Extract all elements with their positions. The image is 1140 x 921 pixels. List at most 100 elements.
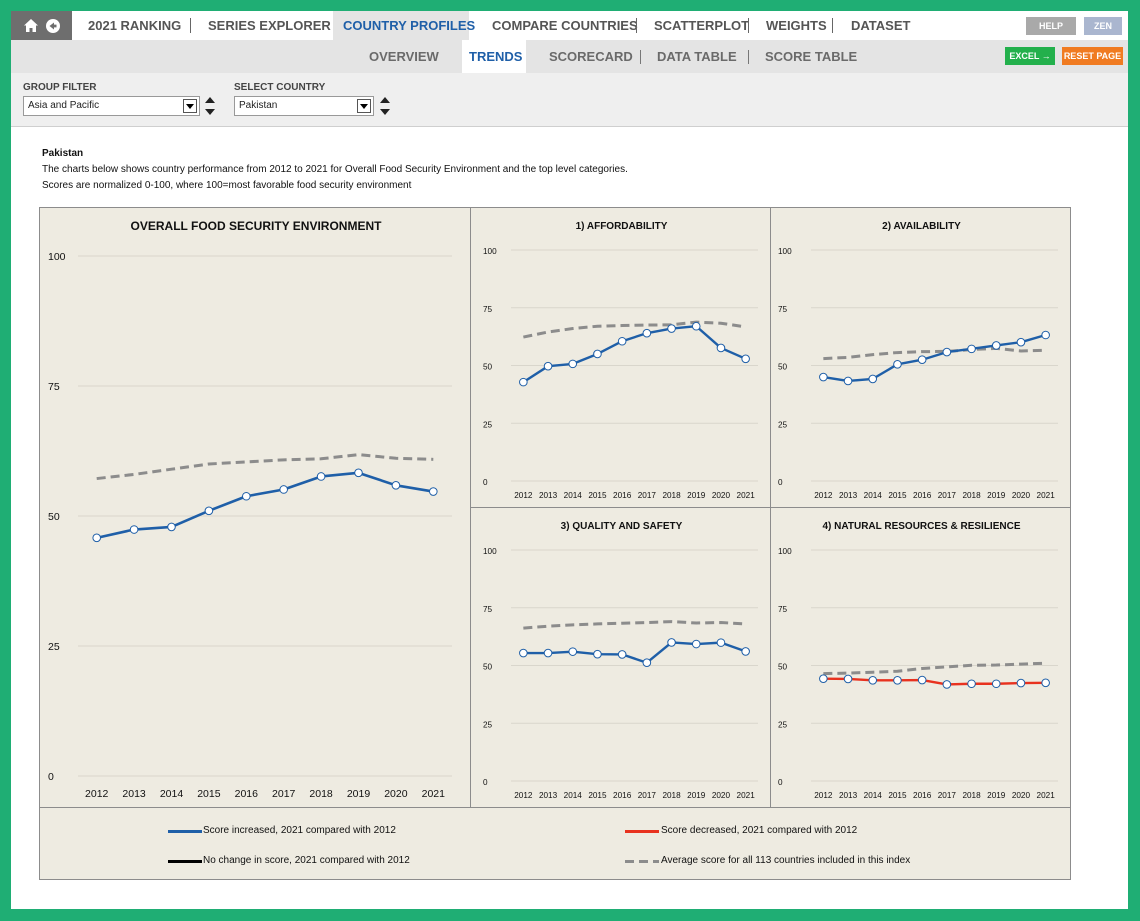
nav-compare-countries[interactable]: COMPARE COUNTRIES: [492, 18, 638, 33]
x-tick-label: 2021: [422, 788, 446, 800]
data-point: [716, 638, 726, 647]
dropdown-arrow-icon[interactable]: [183, 99, 197, 113]
y-tick-label: 50: [483, 363, 493, 372]
y-tick-label: 0: [483, 478, 488, 487]
spin-up-icon[interactable]: [380, 97, 390, 103]
reset-page-button[interactable]: RESET PAGE: [1062, 47, 1123, 65]
help-button[interactable]: HELP: [1026, 17, 1076, 35]
chart-legend: Score increased, 2021 compared with 2012…: [39, 807, 1071, 880]
data-point: [917, 355, 927, 365]
back-arrow-icon[interactable]: [45, 18, 61, 34]
x-tick-label: 2012: [814, 791, 833, 800]
group-spinner[interactable]: [205, 96, 215, 118]
y-tick-label: 75: [483, 605, 493, 614]
country-select[interactable]: Pakistan: [234, 96, 374, 116]
x-tick-label: 2015: [888, 491, 907, 500]
x-tick-label: 2018: [662, 491, 681, 500]
data-point: [843, 674, 853, 684]
average-series-line: [823, 346, 1046, 361]
nav-series-explorer[interactable]: SERIES EXPLORER: [208, 18, 331, 33]
data-point: [967, 344, 976, 354]
y-tick-label: 100: [483, 547, 497, 556]
chart-overall: OVERALL FOOD SECURITY ENVIRONMENT 0 25 50 75…: [39, 207, 471, 808]
x-tick-label: 2021: [1037, 491, 1056, 500]
tab-score-table[interactable]: SCORE TABLE: [765, 49, 858, 64]
home-icon[interactable]: [23, 18, 39, 33]
data-point: [568, 647, 578, 656]
chart-title: 4) NATURAL RESOURCES & RESILIENCE: [823, 521, 1021, 532]
x-tick-label: 2013: [839, 491, 858, 500]
x-tick-label: 2012: [85, 788, 109, 800]
data-point: [868, 374, 878, 384]
x-tick-label: 2018: [309, 788, 333, 800]
nav-country-profiles[interactable]: COUNTRY PROFILES: [343, 18, 476, 33]
tab-data-table[interactable]: DATA TABLE: [657, 49, 737, 64]
chart-natural-resources: 4) NATURAL RESOURCES & RESILIENCE 0 25 50 75…: [770, 507, 1071, 808]
x-tick-label: 2015: [197, 788, 221, 800]
x-tick-label: 2020: [712, 491, 731, 500]
x-tick-label: 2019: [987, 791, 1006, 800]
data-point: [593, 349, 602, 359]
x-tick-label: 2021: [737, 791, 756, 800]
nav-weights[interactable]: WEIGHTS: [766, 18, 827, 33]
chart-area: OVERALL FOOD SECURITY ENVIRONMENT 0 25 50 75…: [39, 207, 1071, 880]
chart-title: 1) AFFORDABILITY: [576, 221, 668, 232]
spin-up-icon[interactable]: [205, 97, 215, 103]
data-point: [843, 376, 853, 386]
group-filter-value: Asia and Pacific: [28, 100, 100, 111]
average-series-line: [823, 661, 1046, 676]
country-spinner[interactable]: [380, 96, 390, 118]
x-tick-label: 2014: [864, 491, 883, 500]
y-tick-label: 50: [778, 363, 788, 372]
subnav-divider: [748, 50, 749, 64]
legend-nochange-swatch: [168, 860, 202, 863]
data-point: [204, 506, 214, 516]
average-series-line: [523, 320, 746, 339]
x-tick-label: 2020: [1012, 791, 1031, 800]
x-tick-label: 2018: [962, 791, 981, 800]
chart-affordability: 1) AFFORDABILITY 0 25 50 75 100 2012 2013 2014 20…: [470, 207, 771, 508]
data-point: [391, 481, 401, 490]
spin-down-icon[interactable]: [205, 109, 215, 115]
data-point: [991, 679, 1001, 689]
data-point: [667, 638, 676, 647]
nav-divider: [748, 18, 749, 33]
tab-scorecard[interactable]: SCORECARD: [549, 49, 633, 64]
app-frame: 2021 RANKING SERIES EXPLORER COUNTRY PRO…: [11, 11, 1128, 909]
data-point: [617, 650, 627, 659]
home-button-group[interactable]: [11, 11, 72, 40]
country-heading: Pakistan: [42, 148, 84, 159]
x-tick-label: 2021: [737, 491, 756, 500]
tab-trends[interactable]: TRENDS: [469, 49, 523, 64]
y-tick-label: 75: [778, 605, 788, 614]
legend-average-swatch: [625, 860, 659, 863]
x-tick-label: 2016: [235, 788, 259, 800]
dropdown-arrow-icon[interactable]: [357, 99, 371, 113]
legend-increase-label: Score increased, 2021 compared with 2012: [203, 825, 396, 836]
nav-dataset[interactable]: DATASET: [851, 18, 911, 33]
spin-down-icon[interactable]: [380, 109, 390, 115]
nav-scatterplot[interactable]: SCATTERPLOT: [654, 18, 750, 33]
x-tick-label: 2017: [638, 791, 657, 800]
x-tick-label: 2019: [687, 491, 706, 500]
chart-svg: 1) AFFORDABILITY 0 25 50 75 100 2012 2013 2014 20…: [483, 221, 758, 500]
data-point: [893, 675, 902, 685]
x-tick-label: 2016: [913, 791, 932, 800]
data-point: [354, 468, 363, 478]
zen-button[interactable]: ZEN: [1084, 17, 1122, 35]
x-tick-label: 2016: [613, 791, 632, 800]
nav-2021-ranking[interactable]: 2021 RANKING: [88, 18, 182, 33]
sub-nav: OVERVIEW TRENDS SCORECARD DATA TABLE SCO…: [11, 40, 1128, 73]
group-filter-select[interactable]: Asia and Pacific: [23, 96, 200, 116]
excel-export-button[interactable]: EXCEL →: [1005, 47, 1055, 65]
active-tab-highlight: [333, 11, 469, 40]
y-tick-label: 0: [48, 771, 54, 783]
y-tick-label: 25: [48, 641, 60, 653]
data-point: [741, 354, 750, 364]
chart-svg: 3) QUALITY AND SAFETY 0 25 50 75 100 2012 2013 2…: [483, 521, 758, 800]
x-tick-label: 2013: [539, 491, 558, 500]
tab-overview[interactable]: OVERVIEW: [369, 49, 439, 64]
data-point: [942, 680, 952, 689]
legend-increase-swatch: [168, 830, 202, 833]
data-point: [1016, 678, 1026, 688]
